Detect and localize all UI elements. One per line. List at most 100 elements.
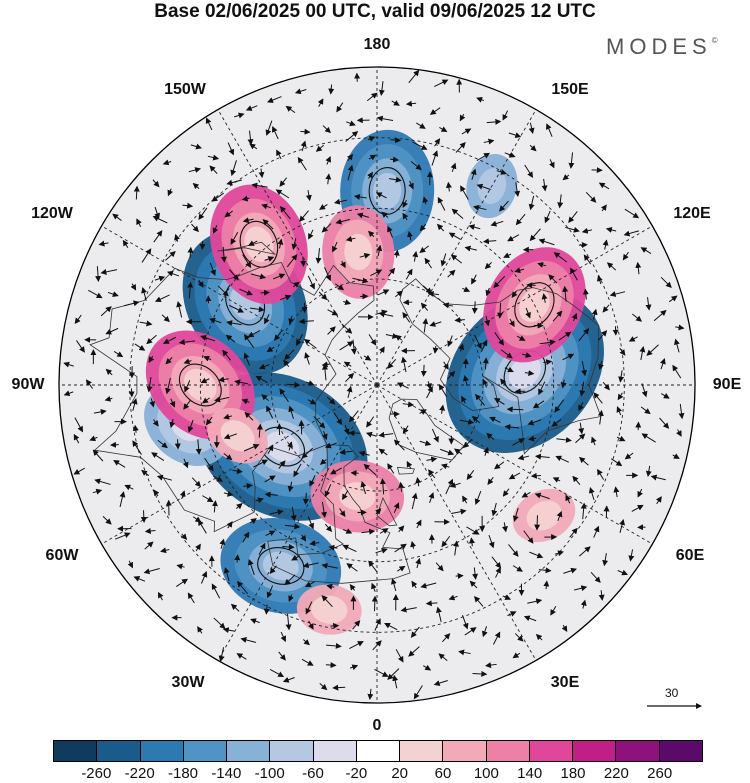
- wind-vector: [211, 192, 224, 202]
- wind-vector: [287, 481, 294, 493]
- wind-vector: [407, 230, 413, 241]
- wind-vector: [395, 649, 404, 663]
- wind-vector: [527, 598, 543, 605]
- wind-vector: [200, 334, 216, 342]
- wind-vector: [133, 576, 146, 582]
- wind-vector: [429, 321, 442, 327]
- wind-vector: [207, 154, 220, 161]
- wind-vector: [515, 213, 526, 226]
- colorbar-tick-label: -260: [81, 765, 112, 782]
- wind-vector: [578, 402, 584, 412]
- wind-vector: [461, 128, 472, 135]
- brand-copyright-mark: ©: [711, 36, 718, 45]
- wind-vector: [343, 361, 352, 368]
- wind-vector: [230, 603, 240, 612]
- wind-vector: [482, 357, 489, 370]
- wind-vector: [233, 112, 245, 119]
- wind-vector: [507, 234, 520, 242]
- wind-vector: [166, 270, 180, 277]
- wind-vector: [388, 267, 396, 277]
- wind-vector: [454, 317, 465, 323]
- wind-vector: [555, 455, 569, 463]
- wind-vector: [393, 249, 400, 258]
- wind-vector: [439, 448, 455, 456]
- wind-vector: [302, 562, 319, 569]
- wind-vector: [522, 352, 532, 358]
- wind-vector: [598, 590, 605, 601]
- wind-vector: [455, 573, 464, 579]
- wind-vector: [554, 399, 565, 413]
- wind-vector: [345, 236, 356, 242]
- colorbar-swatch: [270, 741, 314, 761]
- wind-vector: [366, 416, 375, 428]
- wind-vector: [602, 381, 610, 391]
- wind-vector: [179, 490, 186, 500]
- wind-vector: [146, 334, 157, 345]
- wind-vector: [395, 334, 403, 341]
- colorbar-swatch: [97, 741, 141, 761]
- wind-vector: [222, 349, 232, 361]
- wind-vector: [100, 306, 112, 317]
- lon-label-60e: 60E: [675, 547, 705, 564]
- wind-vector: [484, 316, 491, 327]
- wind-vector: [392, 674, 399, 689]
- wind-vector: [301, 447, 314, 459]
- wind-vector: [152, 215, 168, 224]
- wind-vector: [405, 100, 417, 107]
- coastlines: [89, 241, 602, 584]
- wind-vector: [346, 120, 356, 127]
- anomaly-center: [512, 488, 576, 543]
- wind-vector: [280, 294, 292, 301]
- wind-vector: [303, 639, 310, 646]
- wind-vector: [606, 262, 617, 271]
- wind-vector: [523, 530, 534, 544]
- wind-vector: [516, 335, 526, 341]
- wind-vector: [307, 398, 317, 405]
- wind-vector: [410, 626, 420, 638]
- wind-vector: [279, 177, 288, 187]
- wind-vector: [390, 137, 402, 144]
- wind-vector: [436, 223, 445, 232]
- wind-vector: [635, 261, 642, 275]
- map-title: Base 02/06/2025 00 UTC, valid 09/06/2025…: [154, 1, 596, 22]
- wind-vector: [305, 190, 312, 202]
- colorbar-swatch: [486, 741, 530, 761]
- wind-vector: [631, 313, 643, 322]
- wind-vector: [415, 477, 422, 487]
- wind-vector: [482, 378, 489, 388]
- wind-vector: [307, 516, 315, 530]
- wind-vector: [327, 326, 336, 335]
- colorbar-swatch: [400, 741, 444, 761]
- wind-vector: [113, 351, 124, 358]
- wind-vector: [375, 547, 388, 554]
- wind-vector: [541, 178, 548, 192]
- coastline: [376, 496, 398, 527]
- wind-vector: [672, 364, 682, 379]
- wind-vector: [527, 419, 542, 426]
- wind-vector: [98, 240, 109, 247]
- wind-vector: [572, 475, 581, 485]
- colorbar-tick-label: -220: [124, 765, 155, 782]
- wind-vector: [378, 81, 385, 96]
- graticule: [59, 67, 695, 703]
- wind-vector: [476, 152, 491, 162]
- wind-vector: [88, 289, 103, 299]
- wind-vector: [326, 583, 335, 590]
- wind-vector: [133, 185, 140, 200]
- lon-label-150e: 150E: [551, 81, 589, 98]
- wind-vector: [287, 441, 293, 451]
- wind-vector: [387, 463, 395, 474]
- wind-vector: [529, 551, 544, 559]
- wind-vector: [640, 247, 652, 255]
- wind-vector: [401, 356, 407, 373]
- colorbar-tick-label: -140: [211, 765, 242, 782]
- wind-vector: [497, 302, 504, 319]
- wind-vector: [637, 488, 643, 498]
- wind-vector: [469, 537, 475, 547]
- wind-vector: [333, 198, 347, 205]
- wind-vector: [405, 268, 413, 280]
- wind-vector: [591, 436, 597, 446]
- wind-vector: [678, 403, 685, 420]
- wind-vector: [245, 105, 258, 111]
- wind-vector: [389, 176, 402, 183]
